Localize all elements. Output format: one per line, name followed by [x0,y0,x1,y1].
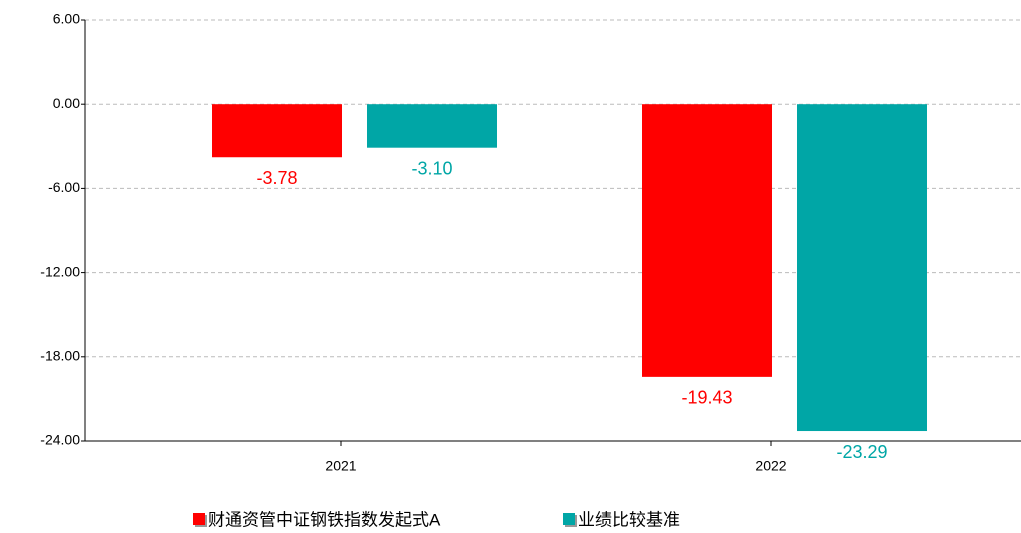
legend-swatch [193,513,205,525]
bar [212,104,342,158]
y-tick-label: 6.00 [53,11,80,27]
y-tick-label: -12.00 [40,263,80,279]
x-tick-label: 2021 [325,458,356,474]
bar [642,104,772,377]
legend-label: 财通资管中证钢铁指数发起式A [208,510,441,529]
data-label: -19.43 [681,388,732,408]
bar [797,104,927,432]
y-tick-label: 0.00 [53,95,80,111]
y-tick-label: -18.00 [40,348,80,364]
y-tick-label: -6.00 [48,179,80,195]
y-tick-label: -24.00 [40,432,80,448]
data-label: -3.10 [411,158,452,178]
bar [367,104,497,148]
data-label: -3.78 [256,168,297,188]
data-label: -23.29 [836,442,887,462]
legend-label: 业绩比较基准 [578,510,680,529]
x-tick-label: 2022 [755,458,786,474]
legend-swatch [563,513,575,525]
